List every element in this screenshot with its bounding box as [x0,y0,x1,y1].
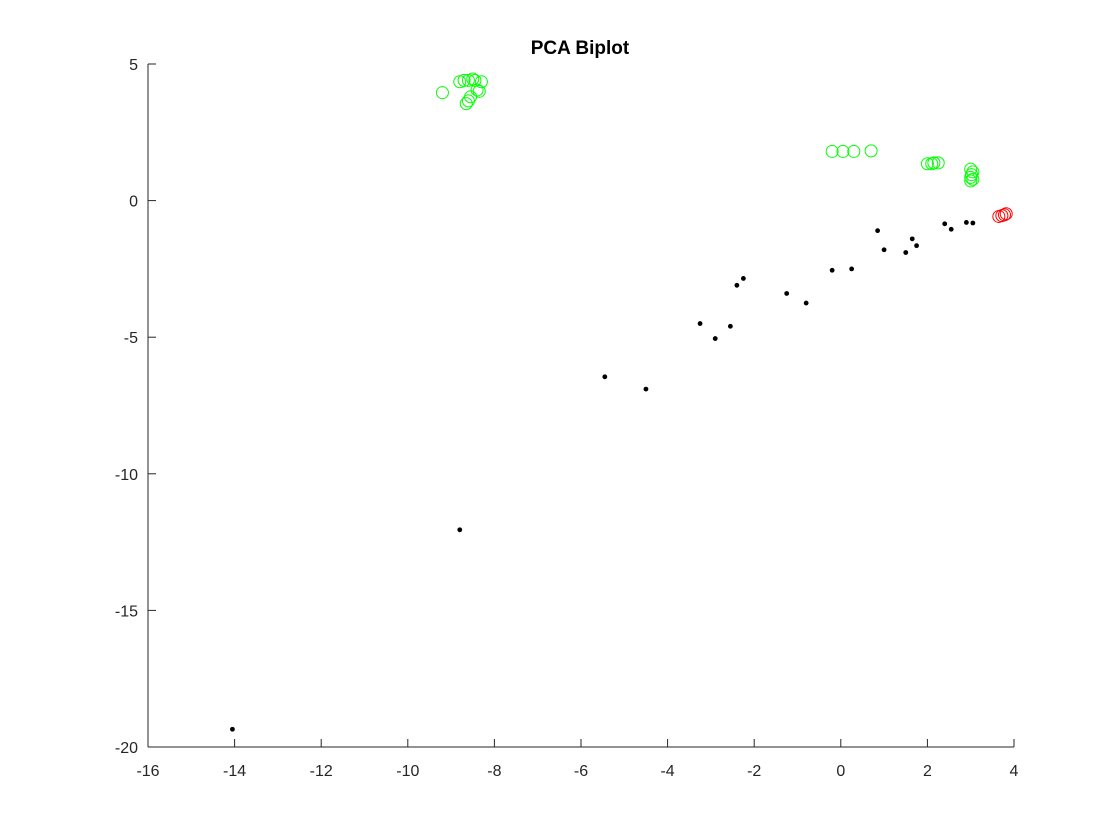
y-tick-label: -5 [124,330,138,347]
data-point [230,726,235,732]
data-point [697,321,703,326]
data-point [457,73,471,87]
x-tick-label: -16 [136,763,159,780]
y-tick-label: -10 [115,467,138,484]
x-tick-label: -4 [660,763,674,780]
data-point [825,144,839,158]
axes: -16 -14 -12 -10 -8 -6 -4 -2 0 2 4-20-15-10-505 [115,57,1019,780]
data-point [784,291,790,296]
data-point [727,323,733,329]
data-point [468,73,482,87]
x-tick-label: 2 [923,763,932,780]
data-point [712,336,718,341]
data-point [927,156,941,170]
data-point [435,86,449,100]
x-tick-label: 4 [1010,763,1019,780]
data-marks [230,72,1013,732]
data-point [964,170,978,184]
data-point [461,94,475,108]
series-2 [230,220,976,732]
series-0 [435,72,980,188]
data-point [457,527,463,533]
chart-title: PCA Biplot [531,38,630,59]
data-point [997,208,1011,222]
data-point [849,266,855,272]
data-point [864,144,878,158]
data-point [948,226,954,232]
y-tick-label: -20 [115,740,138,757]
data-point [903,250,909,255]
x-tick-label: -10 [396,763,419,780]
data-point [875,228,881,234]
data-point [942,221,948,227]
data-point [966,165,980,179]
data-point [999,207,1013,221]
data-point [470,83,484,97]
data-point [847,144,861,158]
data-point [964,174,978,188]
data-point [881,247,887,253]
x-tick-label: 0 [836,763,845,780]
data-point [931,156,945,170]
data-point [829,267,835,273]
data-point [643,386,649,392]
data-point [734,282,740,288]
data-point [914,243,919,249]
data-point [920,157,934,171]
x-tick-label: -2 [747,763,761,780]
data-point [966,172,980,186]
data-point [909,236,915,242]
data-point [970,220,976,226]
series-1 [992,207,1013,223]
data-point [459,97,473,111]
x-tick-label: -6 [574,763,588,780]
data-point [963,220,969,225]
x-tick-label: -14 [223,763,246,780]
data-point [474,75,488,89]
x-tick-label: -12 [310,763,333,780]
y-tick-label: 0 [129,194,138,211]
data-point [466,72,480,86]
data-point [740,276,746,281]
y-tick-label: -15 [115,603,138,620]
data-point [836,144,850,158]
data-point [803,300,809,306]
y-tick-label: 5 [129,57,138,74]
x-tick-label: -8 [487,763,501,780]
data-point [602,374,608,380]
